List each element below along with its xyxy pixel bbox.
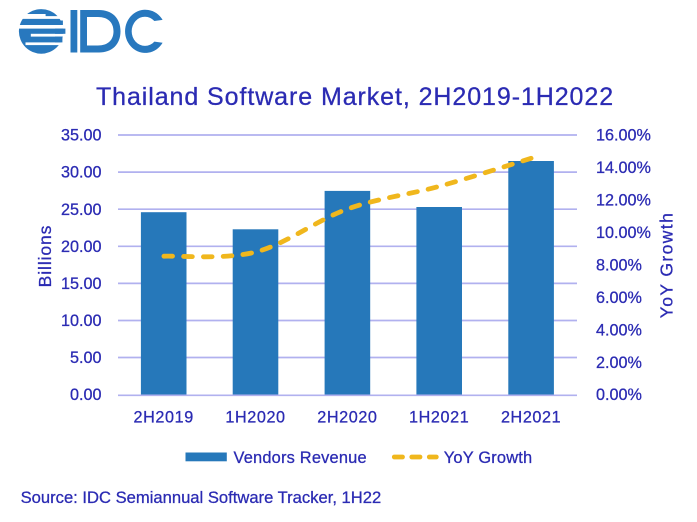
svg-text:1H2021: 1H2021 xyxy=(409,409,469,427)
svg-text:Thailand Software Market, 2H20: Thailand Software Market, 2H2019-1H2022 xyxy=(96,83,614,111)
svg-text:35.00: 35.00 xyxy=(61,127,102,145)
svg-text:Source: IDC Semiannual Softwar: Source: IDC Semiannual Software Tracker,… xyxy=(21,488,382,507)
svg-text:30.00: 30.00 xyxy=(61,164,102,182)
svg-text:10.00: 10.00 xyxy=(61,312,102,330)
svg-text:YoY Growth: YoY Growth xyxy=(657,212,677,318)
svg-text:4.00%: 4.00% xyxy=(596,321,642,339)
svg-text:YoY Growth: YoY Growth xyxy=(444,449,533,467)
svg-text:0.00%: 0.00% xyxy=(596,386,642,404)
svg-text:2H2021: 2H2021 xyxy=(501,409,561,427)
svg-text:Vendors Revenue: Vendors Revenue xyxy=(234,449,367,467)
svg-text:16.00%: 16.00% xyxy=(596,127,651,145)
svg-text:20.00: 20.00 xyxy=(61,238,102,256)
svg-text:Billions: Billions xyxy=(35,225,55,288)
svg-text:2.00%: 2.00% xyxy=(596,354,642,372)
svg-text:14.00%: 14.00% xyxy=(596,159,651,177)
svg-text:2H2019: 2H2019 xyxy=(134,409,194,427)
svg-text:6.00%: 6.00% xyxy=(596,289,642,307)
svg-text:0.00: 0.00 xyxy=(70,386,102,404)
svg-text:12.00%: 12.00% xyxy=(596,192,651,210)
svg-text:2H2020: 2H2020 xyxy=(317,409,377,427)
svg-text:8.00%: 8.00% xyxy=(596,256,642,274)
svg-text:10.00%: 10.00% xyxy=(596,224,651,242)
svg-text:1H2020: 1H2020 xyxy=(225,409,285,427)
svg-text:25.00: 25.00 xyxy=(61,201,102,219)
svg-text:15.00: 15.00 xyxy=(61,275,102,293)
svg-text:5.00: 5.00 xyxy=(70,349,102,367)
